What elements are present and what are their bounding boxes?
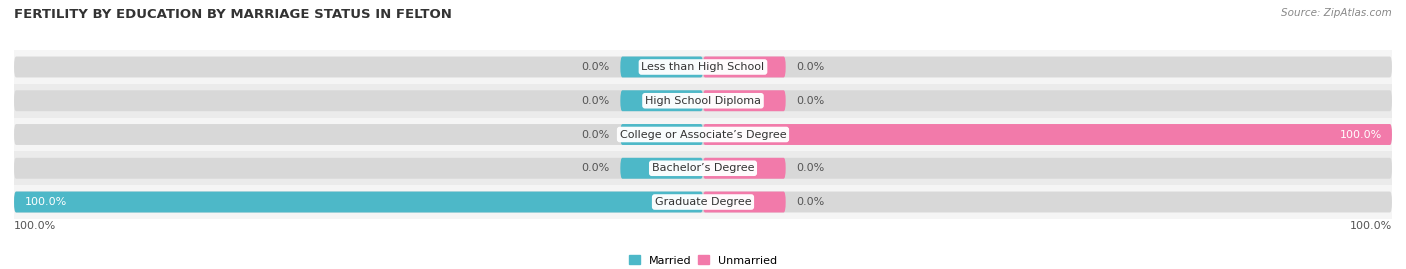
FancyBboxPatch shape (14, 90, 1392, 111)
FancyBboxPatch shape (703, 158, 786, 179)
Text: 0.0%: 0.0% (582, 129, 610, 140)
Text: 100.0%: 100.0% (24, 197, 66, 207)
Text: Less than High School: Less than High School (641, 62, 765, 72)
FancyBboxPatch shape (620, 158, 703, 179)
Text: 0.0%: 0.0% (796, 62, 824, 72)
Text: 100.0%: 100.0% (1340, 129, 1382, 140)
Bar (14, 151, 1392, 185)
Text: College or Associate’s Degree: College or Associate’s Degree (620, 129, 786, 140)
Text: 0.0%: 0.0% (796, 96, 824, 106)
Text: Bachelor’s Degree: Bachelor’s Degree (652, 163, 754, 173)
Text: 100.0%: 100.0% (1350, 221, 1392, 231)
FancyBboxPatch shape (14, 124, 1392, 145)
Text: Source: ZipAtlas.com: Source: ZipAtlas.com (1281, 8, 1392, 18)
Text: 100.0%: 100.0% (14, 221, 56, 231)
Bar (14, 50, 1392, 84)
FancyBboxPatch shape (703, 56, 786, 77)
Text: 0.0%: 0.0% (582, 163, 610, 173)
FancyBboxPatch shape (703, 192, 786, 213)
Text: 0.0%: 0.0% (796, 197, 824, 207)
Text: FERTILITY BY EDUCATION BY MARRIAGE STATUS IN FELTON: FERTILITY BY EDUCATION BY MARRIAGE STATU… (14, 8, 451, 21)
Text: 0.0%: 0.0% (796, 163, 824, 173)
FancyBboxPatch shape (703, 90, 786, 111)
FancyBboxPatch shape (14, 192, 703, 213)
FancyBboxPatch shape (14, 56, 1392, 77)
FancyBboxPatch shape (14, 158, 1392, 179)
FancyBboxPatch shape (620, 56, 703, 77)
FancyBboxPatch shape (620, 90, 703, 111)
Text: High School Diploma: High School Diploma (645, 96, 761, 106)
Bar (14, 84, 1392, 118)
Bar (14, 185, 1392, 219)
Text: Graduate Degree: Graduate Degree (655, 197, 751, 207)
Text: 0.0%: 0.0% (582, 96, 610, 106)
Legend: Married, Unmarried: Married, Unmarried (624, 251, 782, 269)
FancyBboxPatch shape (620, 124, 703, 145)
FancyBboxPatch shape (703, 124, 1392, 145)
Text: 0.0%: 0.0% (582, 62, 610, 72)
FancyBboxPatch shape (14, 192, 1392, 213)
Bar (14, 118, 1392, 151)
